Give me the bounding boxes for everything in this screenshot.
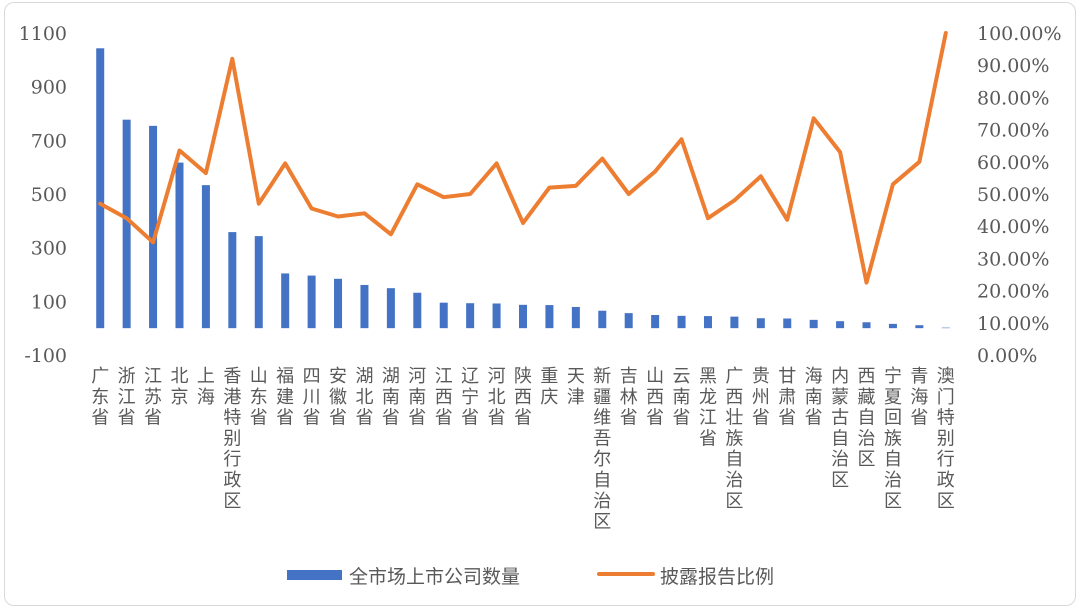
category-label: 江苏省: [144, 366, 162, 429]
category-label: 辽宁省: [461, 366, 479, 429]
combo-chart: 1100 900 700 500 300 100 -100 100.00% 90.00% 80.…: [5, 3, 1077, 607]
category-label: 安徽省: [329, 366, 347, 429]
bar: [413, 293, 421, 328]
category-label: 黑龙江省: [699, 366, 717, 449]
bar: [334, 279, 342, 328]
right-y-axis: 100.00% 90.00% 80.00% 70.00% 60.00% 50.00% 40.…: [977, 23, 1062, 367]
category-label: 新疆维吾尔自治区: [593, 366, 611, 533]
left-axis-tick-label: 700: [31, 130, 67, 152]
category-label: 内蒙古自治区: [831, 366, 849, 491]
category-label: 湖南省: [382, 366, 400, 429]
bar: [915, 325, 923, 328]
right-axis-tick-label: 50.00%: [977, 184, 1049, 206]
legend-line-label: 披露报告比例: [660, 566, 774, 588]
category-label: 福建省: [276, 366, 294, 429]
category-label: 陕西省: [514, 366, 532, 429]
right-axis-tick-label: 30.00%: [977, 248, 1049, 270]
bar: [360, 285, 368, 328]
bar: [942, 328, 950, 329]
bar: [96, 48, 104, 328]
bar: [493, 303, 501, 328]
category-label: 甘肃省: [778, 366, 796, 429]
bar: [757, 318, 765, 328]
bar: [175, 163, 183, 329]
right-axis-tick-label: 0.00%: [977, 345, 1037, 367]
category-label: 山东省: [250, 366, 268, 429]
category-label: 天津: [567, 366, 585, 408]
right-axis-tick-label: 40.00%: [977, 216, 1049, 238]
category-label: 上海: [197, 366, 215, 408]
bar: [387, 288, 395, 328]
category-label: 北京: [170, 366, 188, 408]
left-axis-tick-label: 300: [31, 238, 67, 260]
right-axis-tick-label: 70.00%: [977, 120, 1049, 142]
right-axis-tick-label: 90.00%: [977, 55, 1049, 77]
category-label: 河北省: [488, 366, 506, 429]
left-axis-tick-label: -100: [24, 345, 67, 367]
category-label: 香港特别行政区: [223, 366, 241, 512]
category-label: 海南省: [805, 366, 823, 429]
right-axis-tick-label: 60.00%: [977, 152, 1049, 174]
bar: [836, 321, 844, 328]
bar: [863, 322, 871, 328]
bar: [783, 319, 791, 329]
legend-item-line: 披露报告比例: [599, 566, 774, 588]
category-label: 河南省: [408, 366, 426, 429]
left-axis-tick-label: 900: [31, 77, 67, 99]
bar: [810, 320, 818, 328]
category-label: 浙江省: [118, 366, 136, 429]
right-axis-tick-label: 80.00%: [977, 87, 1049, 109]
x-axis-category-labels: 广东省浙江省江苏省北京上海香港特别行政区山东省福建省四川省安徽省湖北省湖南省河南…: [91, 366, 955, 533]
category-label: 吉林省: [620, 366, 638, 429]
category-label: 西藏自治区: [858, 366, 876, 470]
line-series: [100, 33, 946, 283]
left-axis-tick-label: 100: [31, 291, 67, 313]
chart-frame: 1100 900 700 500 300 100 -100 100.00% 90.00% 80.…: [4, 2, 1076, 606]
left-axis-tick-label: 1100: [19, 23, 67, 45]
legend-bar-label: 全市场上市公司数量: [349, 566, 520, 588]
category-label: 广东省: [91, 366, 109, 429]
category-label: 宁夏回族自治区: [884, 366, 902, 512]
category-label: 贵州省: [752, 366, 770, 429]
bar: [466, 303, 474, 328]
legend-bar-swatch: [287, 570, 342, 580]
bar: [202, 185, 210, 328]
bar: [545, 305, 553, 328]
right-axis-tick-label: 20.00%: [977, 281, 1049, 303]
bar: [730, 317, 738, 329]
category-label: 广西壮族自治区: [725, 366, 743, 512]
line-path: [100, 33, 946, 283]
category-label: 湖北省: [355, 366, 373, 429]
bar: [308, 276, 316, 329]
bar: [519, 305, 527, 328]
bar: [440, 303, 448, 328]
bar: [598, 311, 606, 328]
category-label: 澳门特别行政区: [937, 366, 955, 512]
left-axis-tick-label: 500: [31, 184, 67, 206]
category-label: 青海省: [910, 366, 928, 429]
bar: [281, 273, 289, 328]
bar: [123, 120, 131, 328]
bar: [889, 324, 897, 328]
bar: [572, 307, 580, 328]
category-label: 云南省: [673, 366, 691, 429]
category-label: 重庆: [540, 366, 558, 408]
legend-item-bar: 全市场上市公司数量: [287, 566, 520, 588]
bar: [651, 315, 659, 328]
left-y-axis: 1100 900 700 500 300 100 -100: [19, 23, 67, 367]
right-axis-tick-label: 10.00%: [977, 313, 1049, 335]
category-label: 江西省: [435, 366, 453, 429]
bar: [255, 236, 263, 328]
bar: [678, 316, 686, 328]
category-label: 四川省: [303, 366, 321, 429]
category-label: 山西省: [646, 366, 664, 429]
legend: 全市场上市公司数量 披露报告比例: [287, 566, 774, 588]
bar: [228, 232, 236, 328]
bar: [625, 313, 633, 328]
right-axis-tick-label: 100.00%: [977, 23, 1062, 45]
bar: [704, 316, 712, 328]
